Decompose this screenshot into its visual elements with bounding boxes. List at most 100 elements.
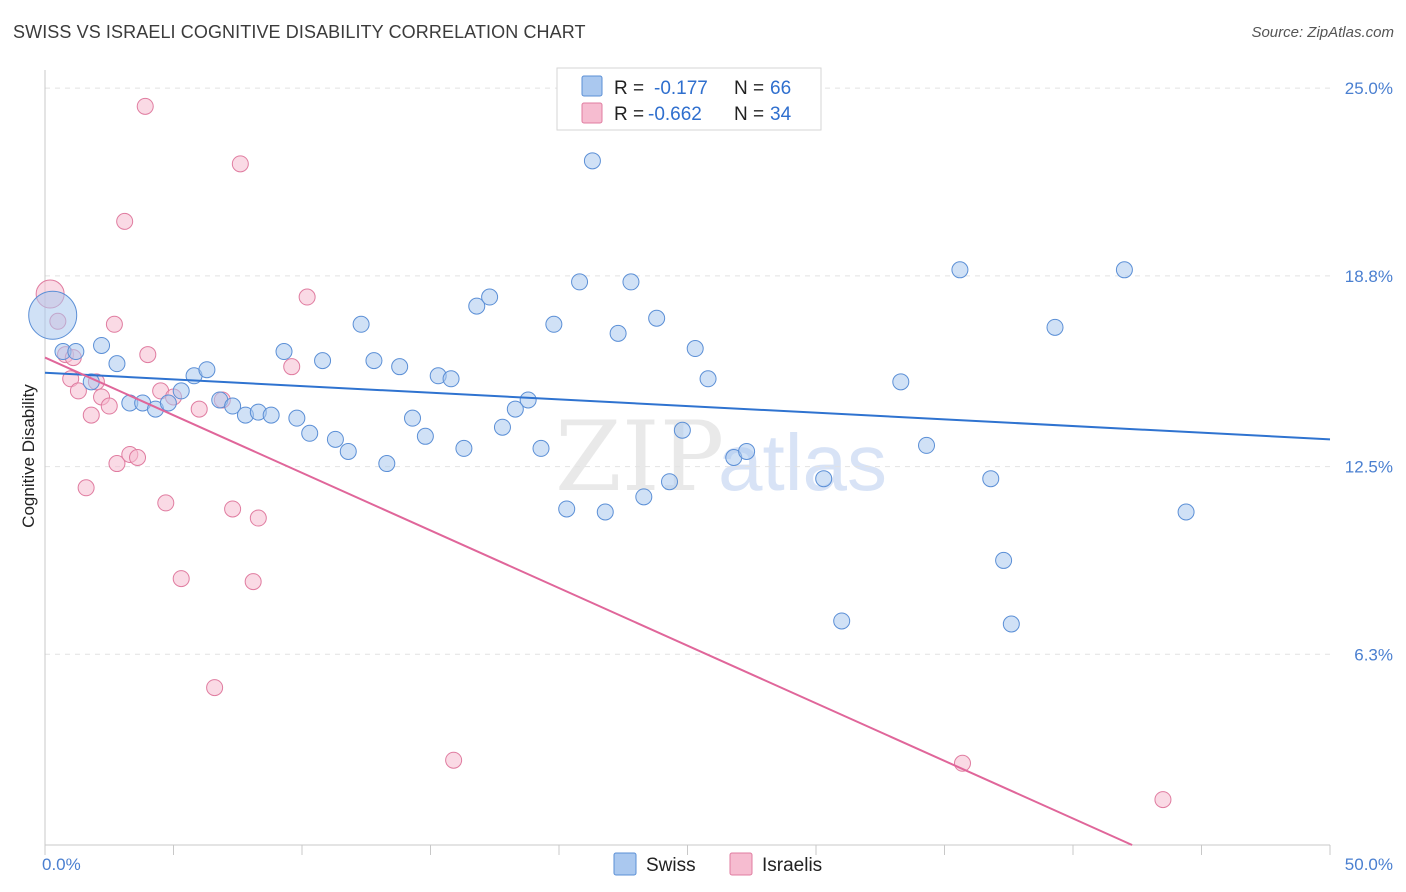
israeli-point-4 — [69, 382, 87, 400]
swiss-point-36 — [506, 400, 524, 418]
israeli-point-22 — [206, 679, 224, 697]
swiss-point-62 — [1002, 615, 1020, 633]
swiss-point-33 — [468, 297, 486, 315]
swiss-point-34 — [481, 288, 499, 306]
swiss-point-22 — [326, 430, 344, 448]
x-tick-label-0: 0.0% — [42, 855, 81, 874]
swiss-point-19 — [288, 409, 306, 427]
israeli-point-14 — [129, 449, 147, 466]
source-credit: Source: ZipAtlas.com — [1251, 24, 1394, 41]
israeli-point-16 — [139, 346, 157, 364]
swiss-point-50 — [686, 340, 704, 358]
swiss-point-31 — [442, 370, 460, 388]
swiss-point-24 — [352, 315, 370, 333]
y-tick-label-3: 25.0% — [1345, 79, 1393, 98]
swiss-point-64 — [1115, 261, 1133, 279]
legend-n-label-2: N = — [734, 104, 764, 125]
israeli-point-11 — [108, 455, 126, 473]
swiss-point-35 — [493, 418, 511, 436]
israeli-point-18 — [157, 494, 175, 512]
swiss-point-28 — [404, 409, 422, 427]
swiss-point-63 — [1046, 318, 1064, 336]
israeli-point-26 — [244, 573, 262, 591]
swiss-point-49 — [673, 421, 691, 439]
israeli-point-32 — [1154, 791, 1172, 809]
legend-n-label-1: N = — [734, 78, 764, 99]
swiss-point-60 — [982, 470, 1000, 488]
israeli-point-6 — [82, 406, 100, 424]
swiss-point-2 — [67, 343, 85, 361]
israeli-point-20 — [172, 570, 190, 588]
swiss-point-4 — [93, 336, 111, 354]
legend-r-label-1: R = — [614, 78, 644, 99]
swiss-point-51 — [699, 370, 717, 388]
y-tick-label-2: 18.8% — [1345, 267, 1393, 286]
series-legend-swiss: Swiss — [646, 855, 696, 876]
series-legend: Swiss Israelis — [613, 852, 822, 876]
watermark: ZIP atlas — [555, 401, 887, 513]
swiss-point-40 — [558, 500, 576, 518]
swiss-points — [28, 100, 1195, 633]
legend-r-label-2: R = — [614, 104, 644, 125]
swiss-point-5 — [108, 355, 126, 373]
y-tick-label-0: 6.3% — [1354, 645, 1393, 664]
swiss-point-44 — [609, 324, 627, 342]
chart-title: SWISS VS ISRAELI COGNITIVE DISABILITY CO… — [13, 22, 586, 42]
legend-n-value-1: 66 — [770, 78, 791, 99]
swiss-point-27 — [391, 358, 409, 376]
israeli-point-9 — [100, 397, 118, 415]
swiss-point-57 — [892, 373, 910, 391]
swiss-point-58 — [918, 436, 936, 454]
israeli-point-29 — [298, 288, 316, 306]
swiss-point-43 — [596, 503, 614, 521]
swiss-point-25 — [365, 352, 383, 370]
israeli-point-21 — [190, 400, 208, 418]
swiss-point-65 — [1177, 503, 1195, 521]
trend-line-swiss — [44, 371, 1331, 441]
swiss-point-37 — [519, 391, 537, 409]
grid — [45, 87, 1330, 655]
trend-line-israelis — [44, 356, 1133, 846]
israeli-point-27 — [249, 509, 267, 527]
israeli-point-5 — [77, 479, 95, 497]
swiss-point-41 — [571, 273, 589, 291]
swiss-point-42 — [583, 152, 601, 170]
israeli-point-28 — [283, 358, 301, 376]
swiss-point-21 — [314, 352, 332, 370]
swiss-point-39 — [545, 315, 563, 333]
swiss-point-38 — [532, 439, 550, 457]
swiss-point-46 — [635, 488, 653, 506]
swiss-point-32 — [455, 439, 473, 457]
swiss-point-26 — [378, 455, 396, 473]
swiss-point-10 — [172, 382, 190, 400]
y-tick-labels: 6.3% 12.5% 18.8% 25.0% — [1345, 79, 1393, 664]
swiss-point-23 — [339, 442, 357, 460]
swiss-point-59 — [951, 261, 969, 279]
legend-swatch-israelis — [581, 102, 603, 124]
israeli-point-30 — [445, 751, 463, 769]
swiss-point-0 — [28, 290, 78, 340]
israeli-point-24 — [224, 500, 242, 518]
swiss-point-61 — [995, 551, 1013, 569]
y-tick-label-1: 12.5% — [1345, 458, 1393, 477]
swiss-point-47 — [648, 309, 666, 327]
swiss-point-12 — [198, 361, 216, 379]
swiss-point-55 — [815, 470, 833, 488]
israeli-point-10 — [105, 315, 123, 333]
trend-lines — [44, 356, 1331, 846]
y-axis-title: Cognitive Disability — [19, 384, 38, 528]
swiss-point-54 — [738, 442, 756, 460]
axes — [44, 70, 1331, 855]
swiss-point-17 — [262, 406, 280, 424]
israeli-point-25 — [231, 155, 249, 173]
series-legend-swatch-swiss — [613, 852, 637, 876]
swiss-point-18 — [275, 343, 293, 361]
correlation-legend: R = -0.177 N = 66 R = -0.662 N = 34 — [556, 67, 822, 131]
israeli-point-12 — [116, 212, 134, 230]
swiss-point-56 — [833, 612, 851, 630]
legend-r-value-2: -0.662 — [648, 104, 702, 125]
series-legend-israelis: Israelis — [762, 855, 822, 876]
swiss-point-20 — [301, 424, 319, 442]
swiss-point-14 — [224, 397, 242, 415]
